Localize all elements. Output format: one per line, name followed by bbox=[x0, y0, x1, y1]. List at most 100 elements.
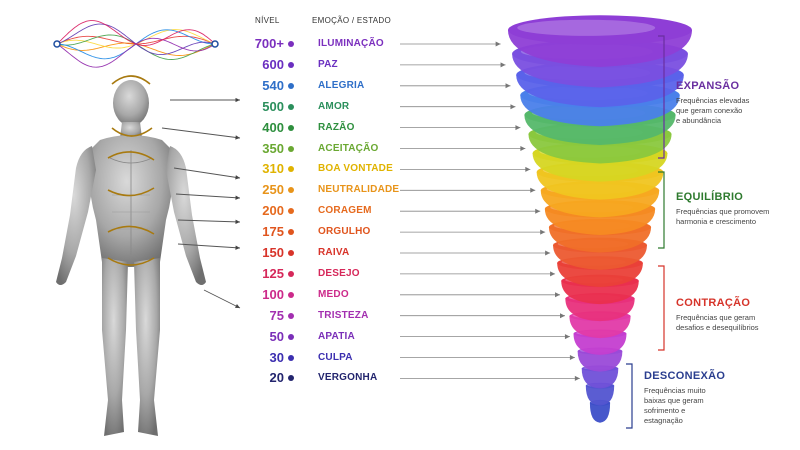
level-row: 75 TRISTEZA bbox=[240, 306, 630, 326]
funnel-highlight bbox=[517, 19, 656, 36]
arrow-head-icon bbox=[500, 62, 506, 68]
group-title: EQUILÍBRIO bbox=[676, 191, 744, 203]
level-value: 540 bbox=[262, 77, 284, 93]
level-dot-icon bbox=[288, 333, 294, 340]
arrow-head-icon bbox=[515, 125, 521, 131]
level-dot-icon bbox=[288, 354, 294, 361]
arrow-head-icon bbox=[525, 166, 531, 172]
wave-line bbox=[56, 20, 216, 46]
level-row: 20 VERGONHA bbox=[240, 368, 630, 388]
level-row: 125 DESEJO bbox=[240, 264, 630, 284]
emotion-label: AMOR bbox=[318, 100, 350, 112]
emotion-label: ORGULHO bbox=[318, 226, 371, 238]
group-bracket bbox=[658, 35, 665, 159]
wave-node-icon bbox=[211, 40, 219, 48]
emotion-label: VERGONHA bbox=[318, 372, 378, 384]
arrow-head-icon bbox=[559, 313, 565, 319]
level-value: 30 bbox=[269, 349, 284, 365]
energy-flow-arcs bbox=[107, 75, 155, 266]
emotion-column-header: EMOÇÃO / ESTADO bbox=[312, 16, 392, 25]
level-dot-icon bbox=[288, 103, 294, 110]
funnel-segment bbox=[569, 316, 631, 339]
arrow-head-icon bbox=[564, 334, 570, 340]
body-arrow bbox=[177, 243, 241, 249]
level-dot-icon bbox=[288, 187, 294, 194]
level-dot-icon bbox=[288, 145, 294, 152]
group-bracket bbox=[658, 171, 665, 249]
level-value: 125 bbox=[262, 265, 284, 281]
group-description-line: baixas que geram bbox=[644, 396, 704, 405]
group-bracket bbox=[626, 363, 633, 429]
emotion-label: BOA VONTADE bbox=[318, 163, 393, 175]
level-row: 350 ACEITAÇÃO bbox=[240, 139, 630, 159]
level-row: 400 RAZÃO bbox=[240, 118, 630, 138]
body-arrow bbox=[161, 127, 241, 139]
level-value: 400 bbox=[262, 119, 284, 135]
level-value: 250 bbox=[262, 182, 284, 198]
emotion-label: TRISTEZA bbox=[318, 309, 369, 321]
level-dot-icon bbox=[288, 61, 294, 68]
vibration-funnel bbox=[508, 15, 692, 423]
group-description-line: e abundância bbox=[676, 116, 722, 125]
level-row: 500 AMOR bbox=[240, 97, 630, 117]
funnel-segment bbox=[565, 298, 635, 322]
emotion-label: RAZÃO bbox=[318, 121, 355, 133]
group-title: DESCONEXÃO bbox=[644, 370, 726, 382]
level-row: 250 NEUTRALIDADE bbox=[240, 180, 630, 200]
arrow-head-icon bbox=[545, 250, 551, 256]
arrow-head-icon bbox=[235, 304, 240, 308]
group-description-line: que geram conexão bbox=[676, 106, 743, 115]
level-dot-icon bbox=[288, 270, 294, 277]
arrow-head-icon bbox=[535, 208, 541, 214]
group-title: CONTRAÇÃO bbox=[676, 297, 751, 309]
emotion-label: ILUMINAÇÃO bbox=[318, 38, 384, 49]
emotion-label: PAZ bbox=[318, 58, 338, 70]
level-value: 310 bbox=[262, 161, 284, 177]
emotion-label: ACEITAÇÃO bbox=[318, 142, 379, 154]
group-brackets bbox=[626, 35, 665, 429]
level-dot-icon bbox=[288, 291, 294, 298]
level-value: 500 bbox=[262, 98, 284, 114]
emotion-label: NEUTRALIDADE bbox=[318, 184, 400, 196]
level-value: 200 bbox=[262, 203, 284, 219]
body-arrow bbox=[175, 193, 241, 199]
human-body-figure bbox=[56, 80, 206, 436]
emotion-label: APATIA bbox=[318, 330, 355, 342]
arrow-head-icon bbox=[555, 292, 561, 298]
level-column-header: NÍVEL bbox=[255, 16, 280, 25]
level-value: 600 bbox=[262, 56, 284, 72]
level-value: 350 bbox=[262, 140, 284, 156]
level-row: 175 ORGULHO bbox=[240, 222, 630, 242]
level-dot-icon bbox=[288, 250, 294, 256]
level-row: 200 CORAGEM bbox=[240, 201, 630, 221]
body-arrow bbox=[203, 289, 241, 309]
emotion-label: RAIVA bbox=[318, 247, 350, 258]
arrow-head-icon bbox=[569, 355, 575, 360]
level-row: 310 BOA VONTADE bbox=[240, 159, 630, 179]
level-dot-icon bbox=[288, 124, 294, 131]
level-value: 20 bbox=[269, 370, 284, 386]
arrow-head-icon bbox=[235, 195, 240, 200]
emotion-label: CULPA bbox=[318, 351, 353, 363]
group-description-line: Frequências que geram bbox=[676, 313, 756, 322]
body-pointer-arrows bbox=[161, 97, 241, 309]
group-description-line: desafios e desequilíbrios bbox=[676, 323, 759, 332]
level-value: 75 bbox=[269, 307, 284, 323]
emotion-label: ALEGRIA bbox=[318, 79, 365, 91]
arrow-head-icon bbox=[235, 219, 240, 225]
wave-line bbox=[56, 34, 216, 60]
funnel-segment bbox=[585, 385, 615, 406]
group-description-line: harmonia e crescimento bbox=[676, 217, 757, 226]
wave-line bbox=[56, 29, 216, 49]
arrow-head-icon bbox=[530, 187, 536, 193]
body-arrow bbox=[177, 219, 241, 223]
arrow-head-icon bbox=[235, 175, 240, 180]
level-row: 30 CULPA bbox=[240, 348, 630, 368]
level-value: 100 bbox=[262, 286, 284, 302]
level-value: 175 bbox=[262, 224, 284, 240]
emotion-label: CORAGEM bbox=[318, 205, 372, 217]
funnel-segment bbox=[589, 402, 611, 423]
arrow-head-icon bbox=[550, 271, 556, 277]
wave-node-icon bbox=[53, 40, 61, 48]
